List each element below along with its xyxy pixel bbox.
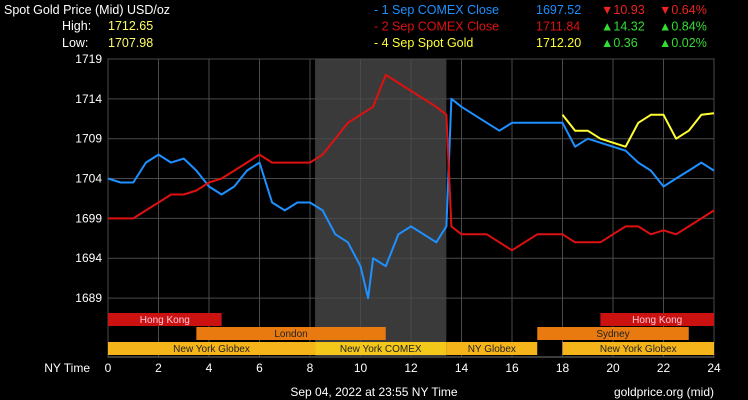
chart-title: Spot Gold Price (Mid) USD/oz [4,3,171,17]
legend-price: 1712.20 [536,36,581,50]
session-bar [446,342,538,355]
x-tick-label: 20 [606,361,620,375]
y-tick-label: 1709 [75,132,102,146]
x-tick-label: 10 [354,361,368,375]
session-bar [537,327,689,340]
footer-timestamp: Sep 04, 2022 at 23:55 NY Time [290,385,458,399]
session-label: New York Globex [173,344,250,355]
x-tick-label: 12 [404,361,418,375]
legend-price: 1711.84 [536,20,580,34]
x-tick-label: 16 [505,361,519,375]
x-tick-label: 22 [657,361,671,375]
y-tick-label: 1694 [75,251,102,265]
session-bar [108,342,316,355]
legend-change-pct: ▼0.64% [659,3,707,17]
legend-series-label: - 4 Sep Spot Gold [374,36,473,50]
legend-change: ▼10.93 [601,3,645,17]
series-line-2 [108,73,715,252]
legend-change: ▲0.36 [601,36,638,50]
session-label: London [274,329,307,340]
legend-change: ▲14.32 [601,20,645,34]
legend-series-label: - 1 Sep COMEX Close [374,3,499,17]
session-bar [600,313,714,326]
x-tick-label: 8 [307,361,314,375]
low-value: 1707.98 [108,36,154,50]
high-value: 1712.65 [108,19,154,33]
session-label: New York Globex [600,344,677,355]
y-tick-label: 1704 [75,172,102,186]
x-tick-label: 18 [556,361,570,375]
y-tick-label: 1689 [75,291,102,305]
comex-session-band [315,59,447,357]
high-label: High: [62,19,92,33]
legend-change-pct: ▲0.84% [659,20,707,34]
session-bar [108,313,222,326]
x-tick-label: 0 [105,361,112,375]
y-tick-label: 1699 [75,211,102,225]
session-label: New York COMEX [340,344,422,355]
session-bar [315,342,447,355]
legend-change-pct: ▲0.02% [659,36,707,50]
legend-series-label: - 2 Sep COMEX Close [374,20,499,34]
x-tick-label: 14 [455,361,469,375]
footer-source: goldprice.org (mid) [614,385,714,399]
session-bar [562,342,714,355]
x-tick-label: 6 [256,361,263,375]
session-label: Sydney [596,329,629,340]
x-tick-label: 4 [206,361,213,375]
y-tick-label: 1714 [75,92,102,106]
session-label: NY Globex [468,344,516,355]
low-label: Low: [62,36,89,50]
x-tick-label: 24 [707,361,721,375]
session-label: Hong Kong [632,315,682,326]
series-line-3 [561,112,715,148]
session-bar [196,327,386,340]
session-label: Hong Kong [140,315,190,326]
legend-price: 1697.52 [536,3,581,17]
x-tick-label: 2 [155,361,162,375]
series-line-1 [107,97,715,300]
y-tick-label: 1719 [75,52,102,66]
x-axis-title: NY Time [44,361,90,375]
